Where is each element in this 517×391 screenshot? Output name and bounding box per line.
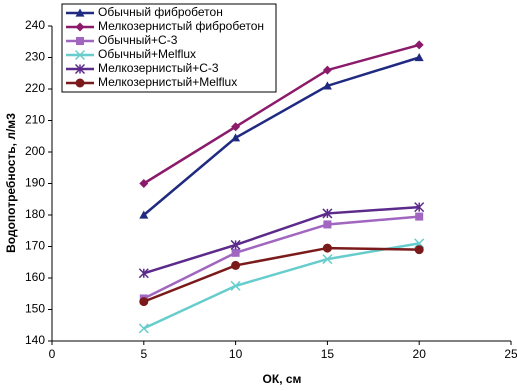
y-tick-label: 200 [25,144,45,158]
x-tick-label: 15 [321,347,335,361]
marker [75,78,85,88]
legend-label: Мелкозернистый фибробетон [98,19,264,33]
x-tick-label: 5 [140,347,147,361]
marker [322,65,332,75]
marker [322,243,332,253]
legend-label: Обычный+С-3 [98,33,178,47]
marker [414,202,425,213]
y-tick-label: 150 [25,302,45,316]
y-tick-label: 140 [25,333,45,347]
marker [414,53,424,62]
marker [76,37,84,45]
marker [322,208,333,219]
marker [139,179,149,188]
y-tick-label: 190 [25,176,45,190]
marker [230,239,241,250]
marker [231,133,241,142]
series-line [143,246,420,303]
x-tick-label: 20 [413,347,427,361]
y-tick-label: 180 [25,207,45,221]
x-axis-title: ОК, см [263,372,302,386]
marker [139,210,149,219]
marker [415,212,424,221]
legend-label: Мелкозернистый+Melflux [98,75,237,89]
x-tick-label: 25 [504,347,517,361]
marker [323,220,332,229]
marker [75,22,85,32]
series-line [143,242,420,330]
series-line [143,43,420,185]
series-line [143,215,420,300]
marker [231,260,241,270]
marker [414,245,424,255]
x-tick-label: 0 [49,347,56,361]
y-tick-label: 210 [25,113,45,127]
marker [74,49,86,61]
legend-label: Обычный фибробетон [98,5,223,19]
marker [138,323,149,334]
y-tick-label: 240 [25,18,45,32]
marker [322,81,332,90]
marker [414,40,424,50]
y-axis-title: Водопотребность, л/м3 [4,113,18,253]
legend-box [61,3,277,93]
marker [74,63,86,75]
legend-label: Мелкозернистый+С-3 [98,61,219,75]
marker [138,268,149,279]
y-tick-label: 220 [25,81,45,95]
marker [322,254,333,265]
y-tick-label: 170 [25,239,45,253]
marker [75,8,85,17]
marker [231,248,240,257]
marker [230,280,241,291]
y-tick-label: 160 [25,270,45,284]
marker [139,297,149,307]
marker [231,122,241,132]
y-tick-label: 230 [25,50,45,64]
series-line [143,205,420,275]
series-line [142,56,420,216]
legend-label: Обычный+Melflux [98,47,196,61]
x-tick-label: 10 [229,347,243,361]
